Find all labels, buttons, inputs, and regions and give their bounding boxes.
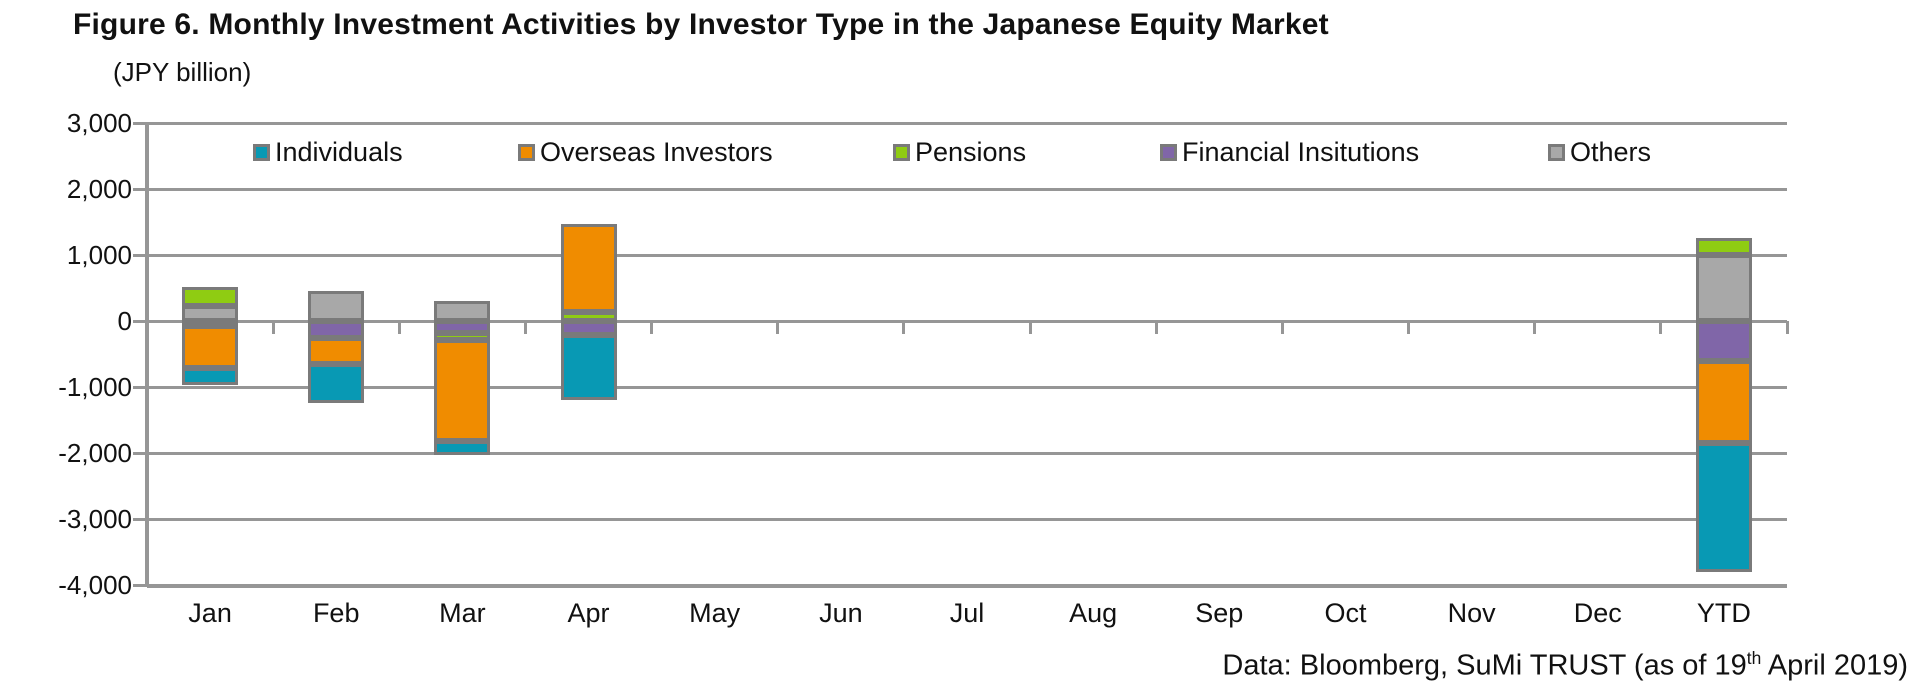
category-axis-tick [902,321,906,334]
legend-swatch-icon [1548,143,1565,161]
bar-segment-individuals-ytd [1695,443,1752,572]
bar-segment-pensions-apr [560,311,617,321]
bar-segment-financial-insitutions-feb [308,321,365,338]
legend-swatch-icon [893,143,910,161]
x-axis-label-jun: Jun [819,598,863,628]
category-axis-tick [271,321,275,334]
x-axis-label-mar: Mar [439,598,486,628]
x-axis-label-feb: Feb [312,598,360,628]
gridline [147,451,1787,455]
bar-segment-pensions-ytd [1695,237,1752,255]
y-axis-tick-label: 1,000 [66,240,132,270]
y-axis-tick [133,319,147,323]
gridline [147,121,1787,125]
data-source-note: Data: Bloomberg, SuMi TRUST (as of 19th … [1222,648,1908,683]
y-axis-tick-label: 2,000 [66,174,132,204]
y-axis-tick [133,583,147,587]
gridline [147,187,1787,191]
category-axis-tick [1154,321,1158,334]
bar-segment-individuals-jan [182,368,239,385]
bar-segment-financial-insitutions-jan [182,321,239,327]
x-axis-label-may: May [689,598,741,628]
category-axis-tick [1407,321,1411,334]
chart-legend: Individuals Overseas Investors Pensions Fin… [0,136,1920,168]
category-axis-tick [523,321,527,334]
category-axis-tick [1028,321,1032,334]
x-axis-label-jan: Jan [188,598,232,628]
footer-text-suffix: April 2019) [1761,649,1908,682]
y-axis-tick-label: -1,000 [58,372,132,402]
y-axis-unit-label: (JPY billion) [113,57,252,87]
y-axis-tick-label: 3,000 [66,108,132,138]
y-axis-tick [133,517,147,521]
bar-segment-others-feb [308,291,365,321]
gridline [147,517,1787,521]
legend-swatch-icon [518,143,535,161]
gridline [147,583,1787,588]
y-axis-tick-label: -4,000 [58,570,132,600]
category-axis-tick [1533,321,1537,334]
gridline [147,253,1787,257]
bar-segment-financial-insitutions-ytd [1695,321,1752,361]
legend-label: Financial Insitutions [1182,136,1420,167]
bar-segment-overseas-investors-ytd [1695,360,1752,444]
legend-item-individuals: Individuals [253,136,403,167]
legend-label: Individuals [275,136,403,167]
footer-text-prefix: Data: Bloomberg, SuMi TRUST (as of 19 [1222,649,1747,682]
legend-item-pensions: Pensions [893,136,1027,167]
x-axis-label-dec: Dec [1573,598,1622,628]
x-axis-label-nov: Nov [1447,598,1496,628]
category-axis-tick [776,321,780,334]
y-axis-tick [133,253,147,257]
bar-segment-others-jan [182,306,239,321]
bar-segment-others-ytd [1695,255,1752,321]
y-axis-tick [133,187,147,191]
gridline [147,319,1787,323]
category-axis-tick [1280,321,1284,334]
y-axis-tick-label: -2,000 [58,438,132,468]
legend-swatch-icon [253,143,270,161]
bar-segment-pensions-jan [182,287,239,307]
bar-segment-others-mar [434,301,491,321]
legend-label: Others [1570,136,1652,167]
bar-segment-individuals-mar [434,441,491,455]
bar-segment-pensions-mar [434,332,491,341]
y-axis-tick [133,451,147,455]
bar-segment-financial-insitutions-apr [560,321,617,336]
x-axis-label-sep: Sep [1195,598,1244,628]
category-axis-tick [1785,321,1789,334]
legend-swatch-icon [1160,143,1177,161]
y-axis-tick-label: -3,000 [58,504,132,534]
x-axis-label-apr: Apr [567,598,610,628]
bar-segment-individuals-apr [560,335,617,400]
y-axis-line [145,121,149,587]
legend-label: Overseas Investors [540,136,773,167]
category-axis-tick [397,321,401,334]
category-axis-tick [650,321,654,334]
legend-item-financial-insitutions: Financial Insitutions [1160,136,1420,167]
y-axis-tick [133,121,147,125]
bar-segment-overseas-investors-apr [560,223,617,312]
x-axis-label-oct: Oct [1324,598,1367,628]
x-axis-label-jul: Jul [949,598,985,628]
bar-segment-overseas-investors-jan [182,325,239,369]
legend-label: Pensions [915,136,1027,167]
y-axis-tick [133,385,147,389]
chart-title: Figure 6. Monthly Investment Activities … [73,8,1329,41]
legend-item-overseas-investors: Overseas Investors [518,136,773,167]
bar-segment-individuals-feb [308,363,365,404]
x-axis-label-ytd: YTD [1696,598,1751,628]
bar-segment-overseas-investors-feb [308,337,365,364]
legend-item-others: Others [1548,136,1652,167]
y-axis-tick-label: 0 [117,306,132,336]
bar-segment-financial-insitutions-mar [434,321,491,333]
footer-superscript: th [1746,648,1762,668]
x-axis-label-aug: Aug [1069,598,1118,628]
category-axis-tick [1659,321,1663,334]
bar-segment-overseas-investors-mar [434,340,491,442]
gridline [147,385,1787,389]
